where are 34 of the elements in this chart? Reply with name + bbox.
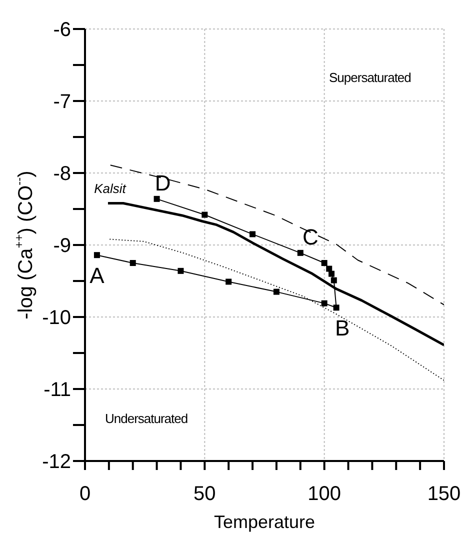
point: [154, 196, 160, 202]
annotation: A: [90, 262, 105, 288]
y-tick-label: -11: [44, 379, 71, 402]
y-tick-label: -7: [53, 91, 71, 114]
point: [226, 278, 232, 285]
point: [321, 260, 328, 266]
x-tick-label: 0: [79, 483, 91, 506]
annotation: C: [302, 224, 318, 250]
point: [328, 270, 335, 277]
annotation: D: [154, 170, 171, 196]
point: [178, 268, 184, 274]
annotation: Supersaturated: [329, 70, 411, 85]
point: [297, 250, 304, 256]
x-tick-label: 150: [427, 483, 461, 506]
y-tick-label: -10: [42, 307, 71, 330]
y-tick-label: -9: [53, 235, 71, 258]
point: [330, 277, 337, 284]
point: [130, 260, 136, 266]
point: [94, 252, 100, 258]
point: [333, 304, 340, 311]
point: [326, 266, 332, 272]
x-tick-label: 50: [194, 483, 216, 506]
x-tick-label: 100: [308, 483, 342, 506]
point: [250, 231, 256, 238]
point: [202, 212, 208, 218]
series-label: Kalsit: [94, 181, 128, 196]
point: [273, 288, 280, 295]
y-tick-label: -6: [53, 19, 71, 42]
y-tick-label: -8: [53, 163, 71, 186]
point: [321, 300, 328, 306]
annotation: B: [334, 315, 350, 340]
y-tick-label: -12: [42, 451, 71, 474]
x-axis-title: Temperature: [214, 512, 316, 532]
annotation: Undersaturated: [105, 411, 188, 426]
